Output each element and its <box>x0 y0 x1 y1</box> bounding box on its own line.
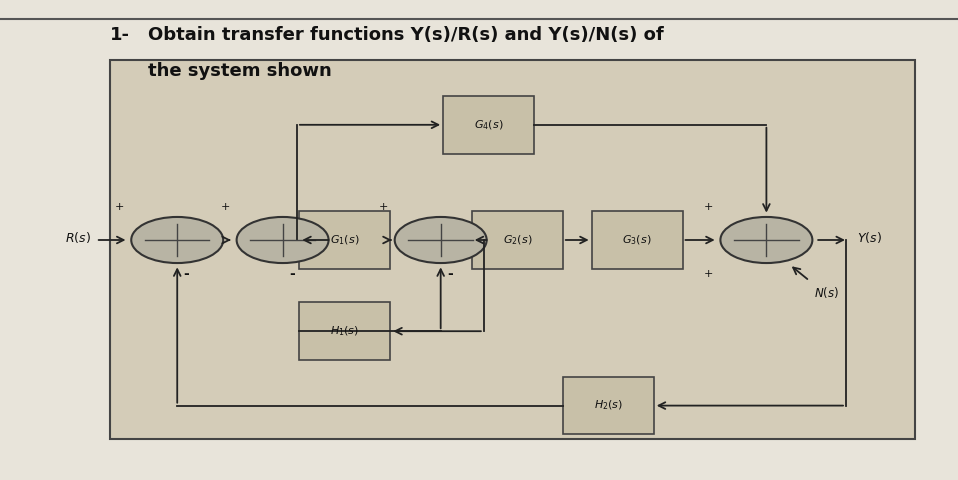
FancyBboxPatch shape <box>471 211 563 269</box>
Text: -: - <box>289 266 295 281</box>
FancyBboxPatch shape <box>592 211 682 269</box>
Text: $G_2(s)$: $G_2(s)$ <box>503 233 532 247</box>
Text: +: + <box>704 269 714 278</box>
Text: $G_1(s)$: $G_1(s)$ <box>331 233 359 247</box>
Text: +: + <box>220 203 230 212</box>
Text: Obtain transfer functions Y(s)/R(s) and Y(s)/N(s) of: Obtain transfer functions Y(s)/R(s) and … <box>148 26 664 45</box>
Text: +: + <box>378 203 388 212</box>
Text: $R(s)$: $R(s)$ <box>65 230 91 245</box>
Circle shape <box>720 217 812 263</box>
Circle shape <box>237 217 329 263</box>
Text: $G_3(s)$: $G_3(s)$ <box>623 233 651 247</box>
Text: -: - <box>184 266 190 281</box>
Text: +: + <box>115 203 125 212</box>
Circle shape <box>395 217 487 263</box>
FancyBboxPatch shape <box>443 96 535 154</box>
FancyBboxPatch shape <box>299 211 391 269</box>
FancyBboxPatch shape <box>563 377 653 434</box>
Text: $N(s)$: $N(s)$ <box>814 285 839 300</box>
Text: $G_4(s)$: $G_4(s)$ <box>474 118 503 132</box>
FancyBboxPatch shape <box>110 60 915 439</box>
Text: the system shown: the system shown <box>148 62 332 80</box>
Text: $H_2(s)$: $H_2(s)$ <box>594 399 623 412</box>
Text: -: - <box>447 266 453 281</box>
Circle shape <box>131 217 223 263</box>
FancyBboxPatch shape <box>299 302 391 360</box>
Text: +: + <box>704 203 714 212</box>
Text: $Y(s)$: $Y(s)$ <box>857 230 882 245</box>
Text: $H_1(s)$: $H_1(s)$ <box>331 324 359 338</box>
Text: 1-: 1- <box>110 26 130 45</box>
